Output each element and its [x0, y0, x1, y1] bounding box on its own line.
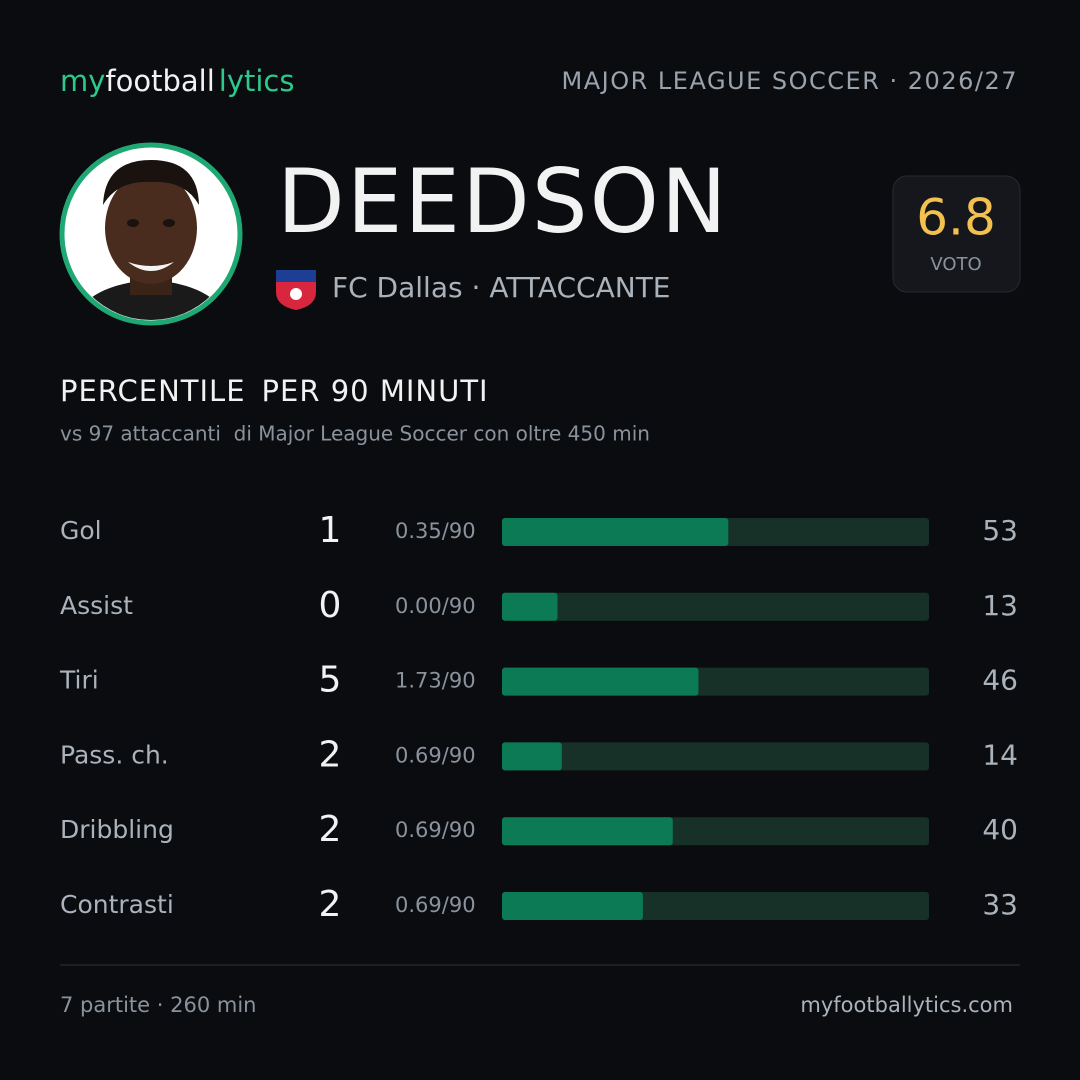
stat-total: 2 [319, 734, 342, 775]
stat-rows: Gol 1 0.35/90 53 Assist 0 0.00/90 13 Tiri 5 1.73/9… [59, 510, 1018, 925]
brand-part: my [60, 64, 105, 98]
bar-track [502, 592, 929, 621]
stat-total: 0 [319, 585, 342, 626]
footer-summary: 7 partite · 260 min [60, 993, 256, 1017]
section-subtitle: vs 97 attaccanti di Major League Soccer … [60, 422, 650, 446]
club-badge [276, 270, 316, 310]
stat-percentile: 46 [982, 664, 1018, 697]
bar [502, 592, 558, 621]
team: FC Dallas [332, 271, 463, 304]
stat-label: Dribbling [60, 815, 174, 844]
stat-per90: 1.73/90 [395, 669, 476, 693]
role: ATTACCANTE [489, 271, 670, 304]
stat-percentile: 14 [982, 738, 1018, 771]
stat-total: 1 [319, 510, 342, 551]
bar [502, 667, 699, 696]
team-line: FC Dallas · ATTACCANTE [332, 271, 671, 304]
stat-per90: 0.00/90 [395, 594, 476, 618]
section-title-part: PERCENTILE [60, 374, 246, 408]
bar [502, 892, 643, 920]
league: MAJOR LEAGUE SOCCER · 2026/27 [562, 67, 1018, 95]
brand-part: football [105, 64, 214, 98]
stat-percentile: 53 [982, 514, 1018, 547]
bar [502, 518, 729, 546]
bar [502, 742, 562, 771]
stat-total: 5 [319, 660, 342, 701]
stat-total: 2 [319, 884, 342, 925]
bar [502, 817, 673, 846]
bar-track [502, 742, 929, 771]
stat-percentile: 13 [982, 589, 1018, 622]
stat-label: Tiri [59, 666, 99, 695]
stat-label: Assist [60, 591, 133, 620]
stat-percentile: 40 [982, 813, 1018, 846]
stat-percentile: 33 [982, 888, 1018, 921]
section-title-part: PER 90 MINUTI [262, 374, 489, 408]
stat-per90: 0.35/90 [395, 519, 476, 543]
player-name: DEEDSON [277, 150, 729, 253]
stat-label: Pass. ch. [60, 740, 169, 769]
stat-total: 2 [319, 809, 342, 850]
brand: myfootball lytics [60, 64, 294, 98]
footer-site: myfootballytics.com [800, 993, 1013, 1017]
section-title: PERCENTILE PER 90 MINUTI [60, 374, 489, 408]
rating-label: VOTO [930, 254, 981, 275]
stat-per90: 0.69/90 [395, 893, 476, 917]
separator: · [472, 271, 481, 304]
stat-per90: 0.69/90 [395, 818, 476, 842]
stat-per90: 0.69/90 [395, 743, 476, 767]
stat-label: Contrasti [60, 890, 174, 919]
stat-label: Gol [60, 516, 102, 545]
player-photo [59, 142, 243, 326]
brand-part: lytics [219, 64, 295, 98]
rating-box [892, 175, 1021, 293]
rating: 6.8 [916, 189, 996, 247]
